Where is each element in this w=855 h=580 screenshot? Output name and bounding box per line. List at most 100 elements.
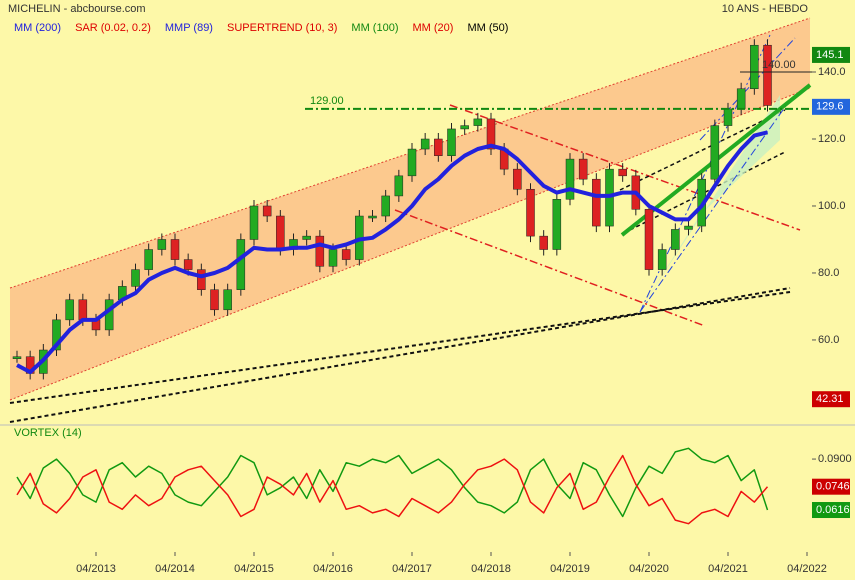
cone (640, 95, 780, 310)
candle (276, 215, 285, 250)
level-label: 129.00 (310, 95, 344, 107)
channel-top (9, 17, 811, 289)
candle (578, 158, 588, 180)
candle (407, 148, 417, 177)
price-badge (812, 391, 850, 408)
level-label: 140.00 (762, 59, 796, 71)
y-tick-label: 80.0 (818, 267, 839, 279)
price-badge (812, 46, 850, 63)
trend-line (629, 151, 786, 231)
candle (368, 215, 377, 219)
y-tick-label: 120.0 (818, 133, 846, 145)
legend-entry: MM (100) (351, 22, 398, 34)
candle (526, 188, 535, 237)
y-tick-label: 140.0 (818, 66, 846, 78)
x-tick-label: 04/2015 (234, 563, 274, 575)
candle (52, 319, 61, 351)
trend-line (699, 37, 796, 141)
price-badge (812, 502, 850, 519)
x-tick-label: 04/2014 (155, 563, 195, 575)
candle (104, 299, 114, 331)
candle (657, 249, 667, 270)
candle (473, 118, 483, 126)
candle (750, 44, 759, 90)
candle (183, 259, 193, 270)
x-tick-label: 04/2016 (313, 563, 353, 575)
candle (460, 125, 469, 130)
chart-title: MICHELIN - abcbourse.com (8, 3, 146, 15)
trend-line (449, 104, 801, 231)
price-badge-label: 145.1 (816, 49, 844, 61)
candle (486, 118, 496, 150)
legend-entry: SUPERTREND (10, 3) (227, 22, 337, 34)
series-line (16, 130, 768, 375)
candle (592, 178, 601, 227)
candle (539, 235, 548, 250)
candle (420, 138, 430, 150)
trend-line (619, 109, 786, 191)
x-tick-label: 04/2018 (471, 563, 511, 575)
candle (131, 269, 140, 287)
price-badge-label: 129.6 (816, 101, 844, 113)
x-tick-label: 04/2019 (550, 563, 590, 575)
candle (223, 289, 232, 311)
legend-entry: MM (200) (14, 22, 61, 34)
price-badge-label: 0.0616 (816, 504, 850, 516)
candle (315, 235, 325, 267)
candle (723, 108, 733, 126)
candle (328, 249, 338, 267)
series-line (16, 454, 769, 525)
y-tick-label: 0.0900 (818, 453, 852, 465)
candle (710, 125, 720, 180)
channel-bottom (9, 87, 811, 401)
candle (262, 205, 272, 217)
candle (302, 235, 311, 240)
x-tick-label: 04/2021 (708, 563, 748, 575)
candle (434, 138, 443, 156)
candle (144, 249, 153, 270)
candle (236, 239, 246, 290)
price-badge-label: 0.0746 (816, 481, 850, 493)
candle (644, 209, 654, 270)
candle (65, 299, 74, 321)
legend-entry: MM (20) (412, 22, 453, 34)
candle (78, 299, 88, 321)
candle (684, 225, 693, 230)
legend-entry: SAR (0.02, 0.2) (75, 22, 151, 34)
legend-entry: MM (50) (467, 22, 508, 34)
candle (394, 175, 404, 197)
candle (381, 195, 390, 217)
candle (12, 356, 22, 359)
price-badge-label: 42.31 (816, 393, 844, 405)
y-tick-label: 60.0 (818, 334, 839, 346)
x-tick-label: 04/2022 (787, 563, 827, 575)
candle (210, 289, 219, 311)
candle (513, 168, 522, 190)
x-tick-label: 04/2020 (629, 563, 669, 575)
candle (763, 44, 772, 106)
candle (447, 128, 456, 156)
trend-line (9, 291, 791, 404)
panel-title: VORTEX (14) (14, 427, 82, 439)
candle (565, 158, 575, 200)
candle (341, 249, 351, 260)
trend-line (394, 209, 706, 327)
price-badge (812, 478, 850, 495)
x-tick-label: 04/2013 (76, 563, 116, 575)
candle (618, 168, 627, 177)
legend-entry: MMP (89) (165, 22, 213, 34)
candle (736, 88, 746, 110)
price-badge (812, 98, 850, 115)
candle (552, 199, 562, 250)
candle (170, 239, 180, 260)
candle (157, 239, 167, 250)
x-tick-label: 04/2017 (392, 563, 432, 575)
trend-line (9, 287, 791, 423)
trend-line (639, 99, 791, 313)
chart-subtitle: 10 ANS - HEBDO (722, 3, 809, 15)
candle (249, 205, 259, 240)
y-tick-label: 100.0 (818, 200, 846, 212)
drawings (0, 17, 855, 426)
